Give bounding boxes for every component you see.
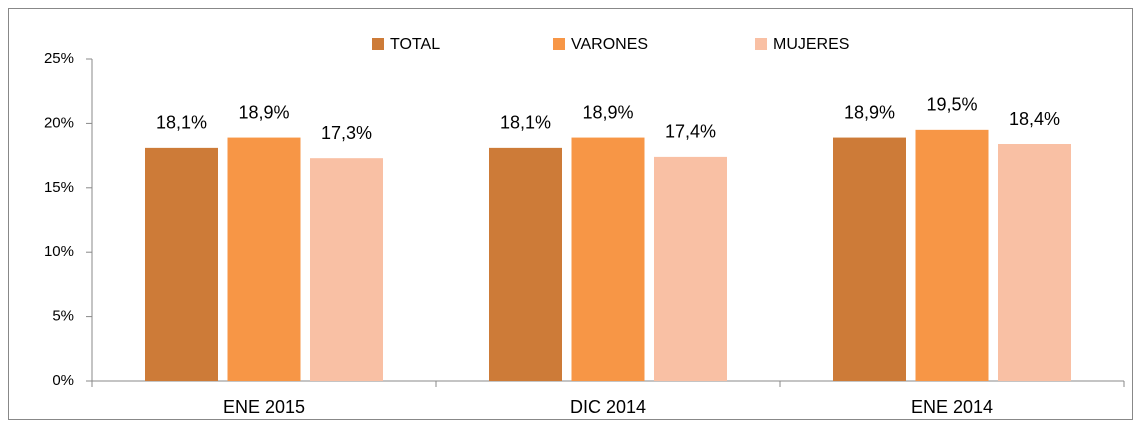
- y-tick-label: 20%: [44, 114, 74, 131]
- y-tick-label: 10%: [44, 243, 74, 260]
- legend-swatch: [553, 38, 565, 50]
- value-label: 18,9%: [582, 102, 633, 122]
- y-tick-label: 0%: [52, 372, 74, 389]
- x-tick-label: ENE 2015: [223, 397, 305, 417]
- bar: [833, 137, 906, 381]
- value-label: 19,5%: [926, 95, 977, 115]
- bar: [654, 156, 727, 381]
- x-tick-label: ENE 2014: [911, 397, 993, 417]
- value-label: 18,9%: [238, 102, 289, 122]
- legend-swatch: [372, 38, 384, 50]
- y-tick-label: 25%: [44, 50, 74, 67]
- bar: [310, 158, 383, 381]
- bar: [145, 147, 218, 381]
- legend-label: TOTAL: [390, 36, 440, 53]
- bar: [489, 147, 562, 381]
- value-label: 18,9%: [844, 102, 895, 122]
- bar: [571, 137, 645, 381]
- y-tick-label: 5%: [52, 308, 74, 325]
- y-tick-label: 15%: [44, 179, 74, 196]
- value-label: 17,4%: [665, 122, 716, 142]
- legend-swatch: [755, 38, 767, 50]
- legend-label: VARONES: [571, 36, 648, 53]
- value-label: 18,4%: [1009, 109, 1060, 129]
- value-label: 18,1%: [500, 113, 551, 133]
- value-label: 18,1%: [156, 113, 207, 133]
- value-label: 17,3%: [321, 123, 372, 143]
- legend-label: MUJERES: [773, 36, 849, 53]
- bar: [227, 137, 301, 381]
- x-tick-label: DIC 2014: [570, 397, 646, 417]
- bar: [915, 129, 989, 381]
- bar: [998, 144, 1071, 381]
